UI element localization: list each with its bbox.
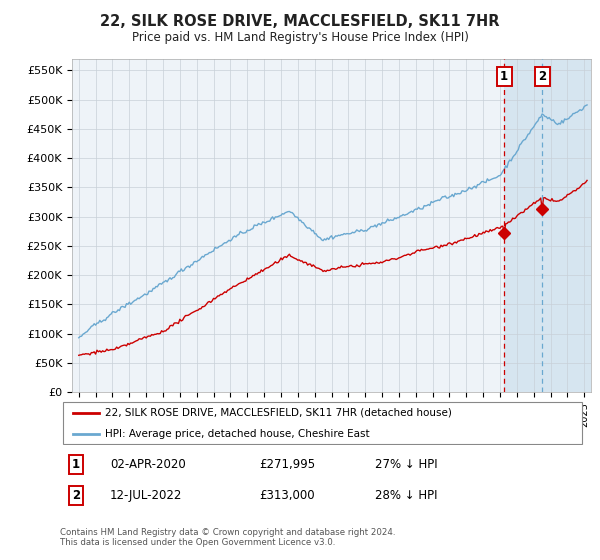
Bar xyxy=(504,59,593,392)
Text: 22, SILK ROSE DRIVE, MACCLESFIELD, SK11 7HR: 22, SILK ROSE DRIVE, MACCLESFIELD, SK11 … xyxy=(100,14,500,29)
Text: 1: 1 xyxy=(71,458,80,471)
Text: 28% ↓ HPI: 28% ↓ HPI xyxy=(375,489,437,502)
Text: £271,995: £271,995 xyxy=(260,458,316,471)
Text: 2: 2 xyxy=(71,489,80,502)
Text: 1: 1 xyxy=(500,70,508,83)
Text: 22, SILK ROSE DRIVE, MACCLESFIELD, SK11 7HR (detached house): 22, SILK ROSE DRIVE, MACCLESFIELD, SK11 … xyxy=(104,408,452,418)
Text: 2: 2 xyxy=(538,70,546,83)
Text: 02-APR-2020: 02-APR-2020 xyxy=(110,458,185,471)
FancyBboxPatch shape xyxy=(62,402,583,444)
Text: Contains HM Land Registry data © Crown copyright and database right 2024.
This d: Contains HM Land Registry data © Crown c… xyxy=(60,528,395,547)
Text: 27% ↓ HPI: 27% ↓ HPI xyxy=(375,458,437,471)
Text: 12-JUL-2022: 12-JUL-2022 xyxy=(110,489,182,502)
Text: £313,000: £313,000 xyxy=(260,489,315,502)
Text: HPI: Average price, detached house, Cheshire East: HPI: Average price, detached house, Ches… xyxy=(104,429,369,439)
Text: Price paid vs. HM Land Registry's House Price Index (HPI): Price paid vs. HM Land Registry's House … xyxy=(131,31,469,44)
